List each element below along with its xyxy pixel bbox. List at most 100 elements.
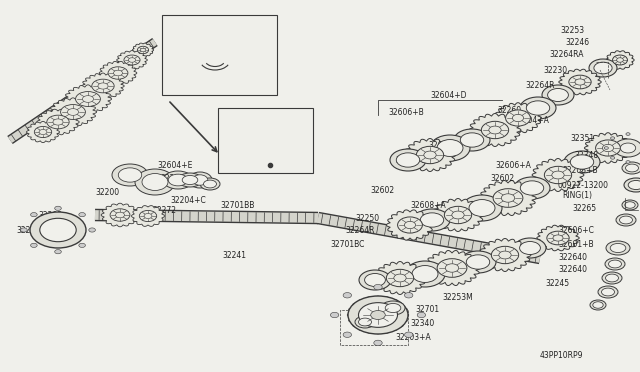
Ellipse shape <box>178 173 202 187</box>
Ellipse shape <box>430 135 470 161</box>
Text: 32601+A: 32601+A <box>220 122 256 131</box>
Ellipse shape <box>420 213 444 227</box>
Ellipse shape <box>605 258 625 270</box>
Ellipse shape <box>144 214 152 218</box>
Text: 43PP10RP9: 43PP10RP9 <box>540 350 584 359</box>
Text: 32264RA: 32264RA <box>549 49 584 58</box>
Ellipse shape <box>358 318 371 326</box>
Ellipse shape <box>192 48 204 56</box>
Text: [1095-1097]: [1095-1097] <box>220 112 268 121</box>
Ellipse shape <box>513 114 524 122</box>
Text: 32230: 32230 <box>543 65 567 74</box>
Ellipse shape <box>350 297 406 333</box>
Ellipse shape <box>35 126 52 138</box>
Polygon shape <box>537 225 579 251</box>
Text: 00922-13200: 00922-13200 <box>558 180 609 189</box>
Text: 32602+A: 32602+A <box>220 44 256 52</box>
Ellipse shape <box>452 211 464 219</box>
Ellipse shape <box>67 109 79 115</box>
Polygon shape <box>36 109 79 135</box>
Ellipse shape <box>31 243 37 247</box>
Text: 32260: 32260 <box>497 106 521 115</box>
Text: 32351: 32351 <box>570 134 594 142</box>
Ellipse shape <box>547 231 569 245</box>
Ellipse shape <box>358 303 397 327</box>
Text: 32203+A: 32203+A <box>395 333 431 341</box>
Ellipse shape <box>168 174 188 186</box>
Ellipse shape <box>598 286 618 298</box>
Ellipse shape <box>462 195 502 221</box>
Ellipse shape <box>89 228 95 232</box>
Ellipse shape <box>593 302 604 308</box>
Ellipse shape <box>112 164 148 186</box>
Ellipse shape <box>617 58 623 62</box>
Text: 32253: 32253 <box>560 26 584 35</box>
Ellipse shape <box>590 300 606 310</box>
Text: 32265: 32265 <box>572 203 596 212</box>
Polygon shape <box>101 203 139 227</box>
Polygon shape <box>374 262 426 295</box>
Ellipse shape <box>343 332 351 337</box>
Polygon shape <box>49 98 97 126</box>
Ellipse shape <box>612 55 627 65</box>
Text: 32701BB: 32701BB <box>220 201 254 209</box>
Ellipse shape <box>141 48 145 52</box>
Ellipse shape <box>542 85 574 105</box>
Ellipse shape <box>501 194 515 202</box>
Ellipse shape <box>30 212 86 248</box>
Text: 32241: 32241 <box>222 250 246 260</box>
Text: 32604+E: 32604+E <box>157 160 193 170</box>
Text: 32203: 32203 <box>38 211 62 219</box>
Ellipse shape <box>39 129 47 135</box>
Ellipse shape <box>622 162 640 174</box>
Ellipse shape <box>204 180 216 188</box>
Ellipse shape <box>454 129 490 151</box>
Ellipse shape <box>98 83 108 89</box>
Ellipse shape <box>135 169 175 195</box>
Bar <box>162 15 277 95</box>
Ellipse shape <box>514 177 550 199</box>
Polygon shape <box>606 51 634 69</box>
Ellipse shape <box>626 133 630 135</box>
Ellipse shape <box>163 171 193 189</box>
Ellipse shape <box>108 67 128 79</box>
Polygon shape <box>532 158 584 192</box>
Ellipse shape <box>182 176 198 185</box>
Text: 32606+C: 32606+C <box>558 225 594 234</box>
Ellipse shape <box>437 140 463 157</box>
Ellipse shape <box>110 209 130 221</box>
Text: 32250: 32250 <box>355 214 379 222</box>
Text: 32264R: 32264R <box>525 80 554 90</box>
Ellipse shape <box>417 146 444 164</box>
Ellipse shape <box>553 235 563 241</box>
Polygon shape <box>65 85 111 113</box>
Ellipse shape <box>252 144 264 152</box>
Text: 32264R: 32264R <box>345 225 374 234</box>
Ellipse shape <box>142 174 168 190</box>
Polygon shape <box>234 133 282 163</box>
Text: 32608+B: 32608+B <box>248 166 284 174</box>
Ellipse shape <box>363 305 394 325</box>
Polygon shape <box>131 206 164 226</box>
Ellipse shape <box>625 202 636 208</box>
Ellipse shape <box>602 288 614 296</box>
Ellipse shape <box>54 206 61 211</box>
Ellipse shape <box>374 285 382 290</box>
Polygon shape <box>26 121 60 142</box>
Polygon shape <box>172 36 224 68</box>
Ellipse shape <box>545 166 572 184</box>
Ellipse shape <box>620 216 632 224</box>
Ellipse shape <box>614 139 640 157</box>
Ellipse shape <box>489 126 501 134</box>
Ellipse shape <box>115 212 125 218</box>
Ellipse shape <box>445 264 459 272</box>
Ellipse shape <box>548 89 568 102</box>
Ellipse shape <box>79 212 85 217</box>
Ellipse shape <box>83 96 93 102</box>
Text: 32604+D: 32604+D <box>430 90 467 99</box>
Polygon shape <box>132 43 154 57</box>
Polygon shape <box>424 250 480 286</box>
Ellipse shape <box>596 140 620 156</box>
Ellipse shape <box>36 216 80 244</box>
Ellipse shape <box>569 75 591 89</box>
